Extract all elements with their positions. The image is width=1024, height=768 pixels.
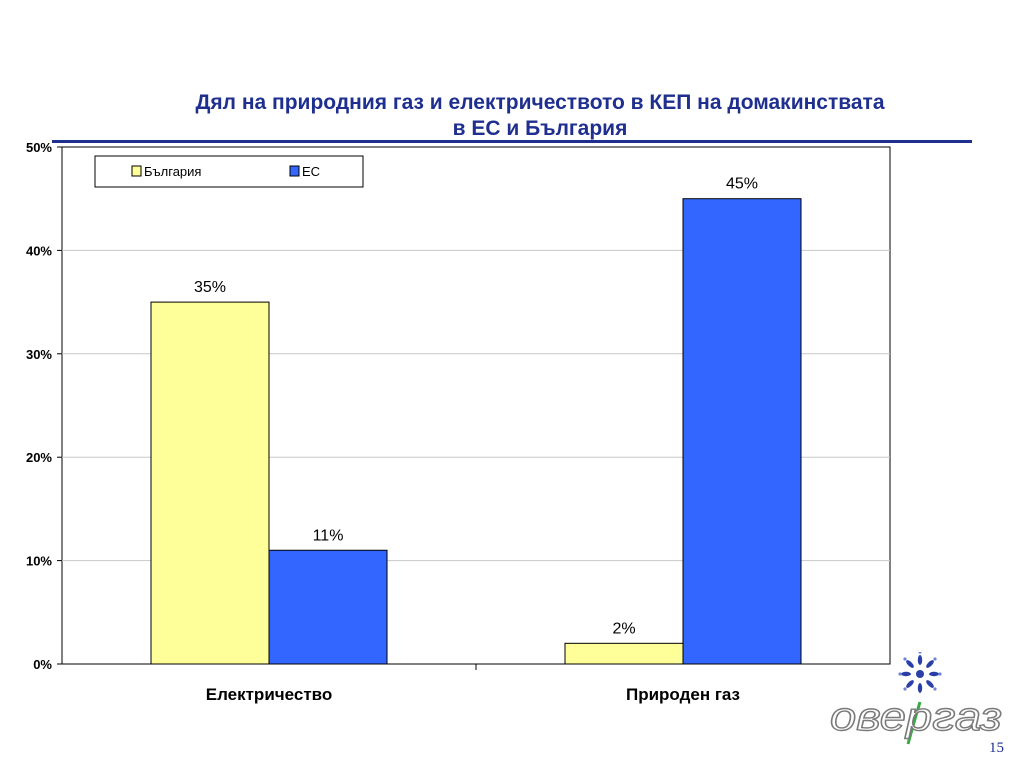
legend-label: ЕС: [302, 164, 320, 179]
y-tick-label: 30%: [26, 347, 52, 362]
legend-swatch: [131, 165, 142, 177]
logo-wordmark: овергаз: [830, 695, 1002, 739]
slide-title-line-1: Дял на природния газ и електричеството в…: [195, 91, 885, 114]
title-underline: [52, 140, 972, 143]
y-tick-label: 50%: [26, 140, 52, 155]
page-number: 15: [989, 740, 1004, 756]
bar: [268, 549, 388, 665]
overgaz-logo: овергаз: [829, 652, 1003, 745]
legend-swatch: [289, 165, 300, 177]
x-category-label: Природен газ: [626, 685, 740, 704]
y-tick-label: 40%: [26, 243, 52, 258]
legend-label: България: [144, 164, 201, 179]
flower-icon: [898, 652, 942, 693]
data-label: 45%: [726, 176, 758, 193]
slide-title-line-2: в ЕС и България: [452, 117, 628, 140]
bar: [682, 198, 802, 665]
data-label: 11%: [313, 527, 344, 544]
slide-title: Дял на природния газ и електричеството в…: [60, 90, 1020, 142]
bar: [150, 301, 270, 665]
data-label: 2%: [612, 620, 635, 637]
data-label: 35%: [194, 279, 226, 296]
y-tick-label: 0%: [33, 657, 52, 672]
y-tick-label: 10%: [26, 554, 52, 569]
bar: [564, 642, 684, 665]
x-category-label: Електричество: [206, 685, 333, 704]
y-tick-label: 20%: [26, 450, 52, 465]
